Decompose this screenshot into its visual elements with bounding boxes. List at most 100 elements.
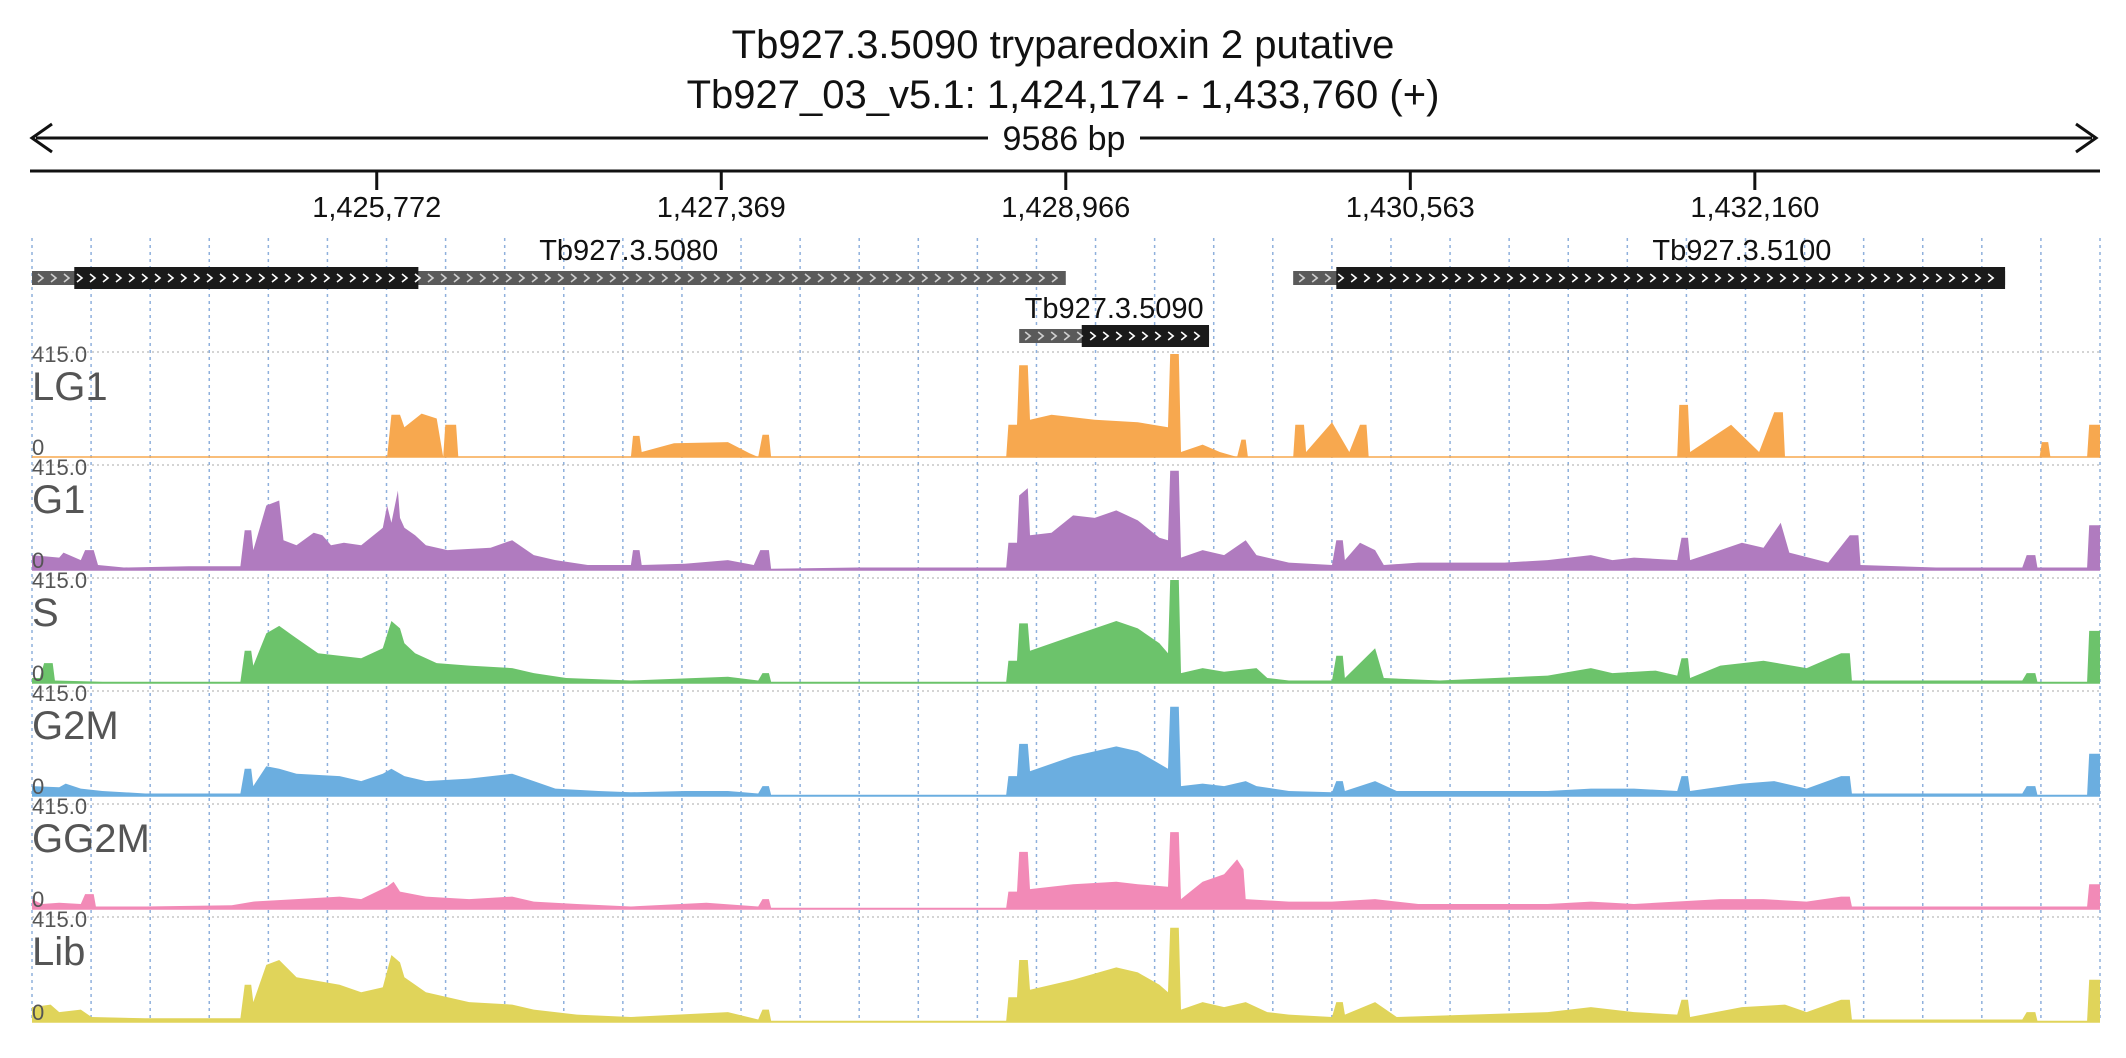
track-scale-min: 0 <box>32 661 44 686</box>
strand-chevron-icon <box>63 273 71 283</box>
strand-chevron-icon <box>674 273 682 283</box>
gene-cds-bar <box>1081 325 1210 347</box>
coverage-area <box>32 832 2100 909</box>
ruler-tick-label: 1,430,563 <box>1346 192 1475 224</box>
strand-chevron-icon <box>1558 273 1566 283</box>
gene-label: Tb927.3.5080 <box>539 235 718 267</box>
strand-chevron-icon <box>973 273 981 283</box>
track-name: G2M <box>32 704 119 748</box>
strand-chevron-icon <box>1376 273 1384 283</box>
strand-chevron-icon <box>193 273 201 283</box>
strand-chevron-icon <box>817 273 825 283</box>
strand-chevron-icon <box>752 273 760 283</box>
strand-chevron-icon <box>1610 273 1618 283</box>
coordinate-ruler: 1,425,772 1,427,369 1,428,966 1,430,563 1,43… <box>30 169 2100 224</box>
strand-chevron-icon <box>596 273 604 283</box>
strand-chevron-icon <box>76 273 84 283</box>
strand-chevron-icon <box>1493 273 1501 283</box>
strand-chevron-icon <box>635 273 643 283</box>
strand-chevron-icon <box>1961 273 1969 283</box>
strand-chevron-icon <box>1844 273 1852 283</box>
track-g1: 415.0 0 G1 <box>32 455 2100 573</box>
strand-chevron-icon <box>427 273 435 283</box>
strand-chevron-icon <box>999 273 1007 283</box>
strand-chevron-icon <box>375 273 383 283</box>
strand-chevron-icon <box>414 273 422 283</box>
track-name: S <box>32 591 59 635</box>
strand-chevron-icon <box>1480 273 1488 283</box>
strand-chevron-icon <box>934 273 942 283</box>
strand-chevron-icon <box>830 273 838 283</box>
strand-chevron-icon <box>154 273 162 283</box>
span-arrow-left-head <box>29 122 53 154</box>
strand-chevron-icon <box>1727 273 1735 283</box>
strand-chevron-icon <box>1831 273 1839 283</box>
strand-chevron-icon <box>1701 273 1709 283</box>
strand-chevron-icon <box>622 273 630 283</box>
track-name: LG1 <box>32 365 108 409</box>
strand-chevron-icon <box>1154 331 1162 341</box>
strand-chevron-icon <box>1350 273 1358 283</box>
strand-chevron-icon <box>89 273 97 283</box>
strand-chevron-icon <box>1167 331 1175 341</box>
strand-chevron-icon <box>882 273 890 283</box>
track-scale-min: 0 <box>32 887 44 912</box>
gene-label: Tb927.3.5100 <box>1652 235 1831 267</box>
track-scale-max: 415.0 <box>32 907 87 932</box>
strand-chevron-icon <box>1636 273 1644 283</box>
strand-chevron-icon <box>1597 273 1605 283</box>
gene-Tb927-3-5090[interactable]: Tb927.3.5090 <box>1019 293 1210 347</box>
strand-chevron-icon <box>1519 273 1527 283</box>
strand-chevron-icon <box>856 273 864 283</box>
coverage-tracks: 415.00LG1415.00G1415.00S415.00G2M415.00G… <box>32 342 2100 1025</box>
track-scale-min: 0 <box>32 548 44 573</box>
strand-chevron-icon <box>687 273 695 283</box>
strand-chevron-icon <box>648 273 656 283</box>
span-label: 9586 bp <box>1003 120 1126 158</box>
strand-chevron-icon <box>1623 273 1631 283</box>
strand-chevron-icon <box>1532 273 1540 283</box>
track-name: GG2M <box>32 817 150 861</box>
strand-chevron-icon <box>1115 331 1123 341</box>
strand-chevron-icon <box>570 273 578 283</box>
ruler-tick-label: 1,427,369 <box>657 192 786 224</box>
gene-title: Tb927.3.5090 tryparedoxin 2 putative <box>732 23 1395 67</box>
strand-chevron-icon <box>1675 273 1683 283</box>
track-gg2m: 415.0 0 GG2M <box>32 794 2100 912</box>
strand-chevron-icon <box>908 273 916 283</box>
strand-chevron-icon <box>1038 273 1046 283</box>
strand-chevron-icon <box>336 273 344 283</box>
strand-chevron-icon <box>115 273 123 283</box>
strand-chevron-icon <box>1324 273 1332 283</box>
strand-chevron-icon <box>206 273 214 283</box>
strand-chevron-icon <box>739 273 747 283</box>
strand-chevron-icon <box>245 273 253 283</box>
strand-chevron-icon <box>492 273 500 283</box>
coverage-area <box>32 354 2100 457</box>
strand-chevron-icon <box>1337 273 1345 283</box>
track-name: G1 <box>32 478 85 522</box>
strand-chevron-icon <box>1298 273 1306 283</box>
coverage-area <box>32 927 2100 1022</box>
strand-chevron-icon <box>1389 273 1397 283</box>
gene-Tb927-3-5100[interactable]: Tb927.3.5100 <box>1293 235 2006 289</box>
strand-chevron-icon <box>284 273 292 283</box>
track-scale-max: 415.0 <box>32 568 87 593</box>
strand-chevron-icon <box>1649 273 1657 283</box>
strand-chevron-icon <box>102 273 110 283</box>
strand-chevron-icon <box>232 273 240 283</box>
strand-chevron-icon <box>479 273 487 283</box>
strand-chevron-icon <box>726 273 734 283</box>
strand-chevron-icon <box>297 273 305 283</box>
strand-chevron-icon <box>1037 331 1045 341</box>
gene-Tb927-3-5080[interactable]: Tb927.3.5080 <box>32 235 1066 289</box>
strand-chevron-icon <box>791 273 799 283</box>
gene-label: Tb927.3.5090 <box>1025 293 1204 325</box>
strand-chevron-icon <box>843 273 851 283</box>
strand-chevron-icon <box>583 273 591 283</box>
strand-chevron-icon <box>349 273 357 283</box>
track-s: 415.0 0 S <box>32 568 2100 686</box>
strand-chevron-icon <box>1089 331 1097 341</box>
strand-chevron-icon <box>986 273 994 283</box>
strand-chevron-icon <box>804 273 812 283</box>
